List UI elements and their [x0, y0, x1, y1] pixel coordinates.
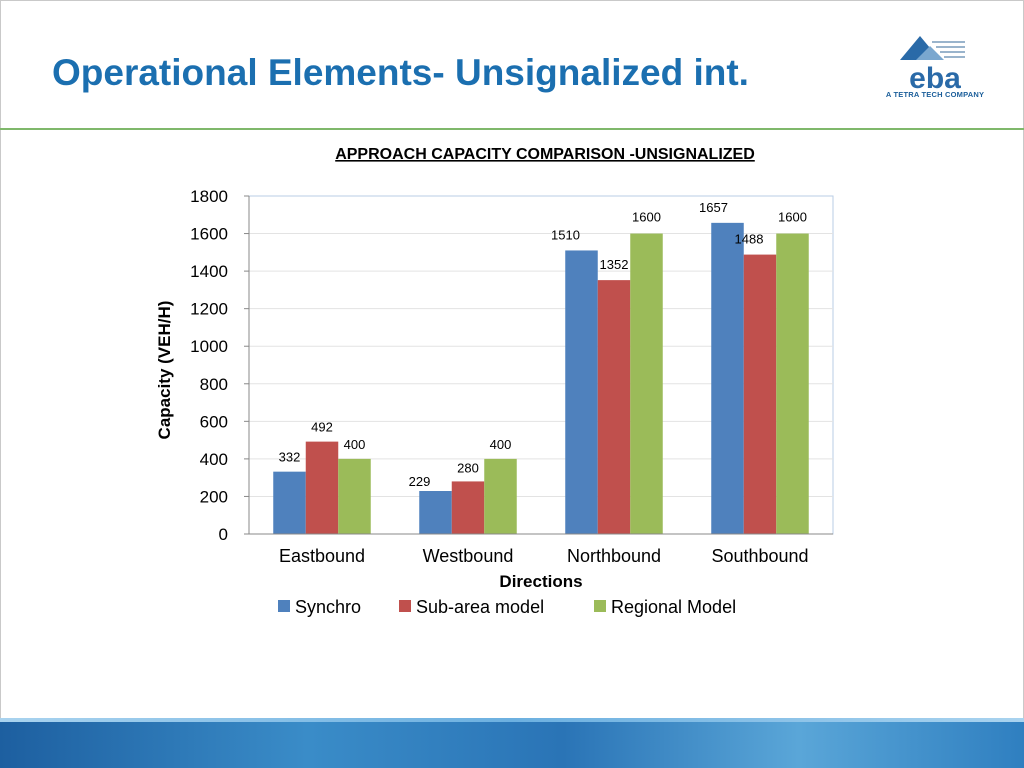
legend-swatch — [594, 600, 606, 612]
logo-tagline: A TETRA TECH COMPANY — [885, 90, 985, 99]
x-axis: Eastbound Westbound Northbound Southbound — [249, 533, 833, 566]
bar-westbound-synchro — [419, 490, 452, 534]
y-tick-label: 800 — [200, 375, 228, 394]
chart-legend: Synchro Sub-area model Regional Model — [278, 597, 736, 617]
data-labels: 332 492 400 229 280 400 1510 1352 1600 1657 1488 16… — [279, 200, 807, 489]
legend-item-synchro: Synchro — [278, 597, 361, 617]
slide-title: Operational Elements- Unsignalized int. — [52, 52, 749, 93]
x-tick-label: Eastbound — [279, 546, 365, 566]
footer-highlight — [0, 718, 1024, 723]
chart-title: APPROACH CAPACITY COMPARISON -UNSIGNALIZ… — [335, 146, 755, 163]
data-label: 332 — [279, 450, 301, 465]
bar-westbound-regional-model — [484, 458, 517, 534]
legend-item-sub-area-model: Sub-area model — [399, 597, 544, 617]
y-axis: 0 200 400 600 800 1000 1200 1400 1600 1800 — [190, 187, 250, 544]
data-label: 1352 — [600, 257, 629, 272]
x-tick-label: Northbound — [567, 546, 661, 566]
bar-northbound-regional-model — [630, 233, 663, 535]
footer-banner — [0, 722, 1024, 768]
bar-eastbound-sub-area-model — [305, 441, 339, 534]
bar-southbound-sub-area-model — [743, 254, 777, 534]
x-tick-label: Westbound — [423, 546, 514, 566]
bar-southbound-regional-model — [776, 233, 809, 535]
logo-wordmark: eba — [909, 62, 961, 92]
legend-swatch — [278, 600, 290, 612]
legend-label: Regional Model — [611, 597, 736, 617]
data-label: 1600 — [778, 210, 807, 225]
bar-eastbound-regional-model — [338, 458, 371, 534]
mountain-logo-icon: eba — [900, 36, 965, 95]
header-divider — [0, 128, 1024, 130]
legend-label: Sub-area model — [416, 597, 544, 617]
data-label: 400 — [490, 437, 512, 452]
bar-northbound-synchro — [565, 250, 598, 534]
eba-logo: eba A TETRA TECH COMPANY — [870, 32, 1000, 104]
data-label: 229 — [409, 474, 431, 489]
y-tick-label: 1400 — [190, 262, 228, 281]
bar-northbound-sub-area-model — [597, 280, 631, 534]
bar-eastbound-synchro — [273, 471, 306, 534]
data-label: 400 — [344, 437, 366, 452]
data-label: 492 — [311, 420, 333, 435]
y-tick-label: 1600 — [190, 225, 228, 244]
y-tick-label: 1000 — [190, 337, 228, 356]
bar-southbound-synchro — [711, 222, 744, 534]
bar-westbound-sub-area-model — [451, 481, 485, 534]
y-tick-label: 400 — [200, 450, 228, 469]
x-axis-title: Directions — [499, 572, 582, 591]
y-tick-label: 0 — [219, 525, 228, 544]
legend-item-regional-model: Regional Model — [594, 597, 736, 617]
legend-swatch — [399, 600, 411, 612]
legend-label: Synchro — [295, 597, 361, 617]
y-tick-label: 1800 — [190, 187, 228, 206]
data-label: 1488 — [735, 232, 764, 247]
data-label: 1510 — [551, 227, 580, 242]
y-tick-label: 1200 — [190, 300, 228, 319]
y-tick-label: 200 — [200, 487, 228, 506]
data-label: 280 — [457, 460, 479, 475]
data-label: 1657 — [699, 200, 728, 215]
data-label: 1600 — [632, 210, 661, 225]
chart-bars — [273, 222, 809, 535]
y-tick-label: 600 — [200, 412, 228, 431]
x-tick-label: Southbound — [711, 546, 808, 566]
y-axis-title: Capacity (VEH/H) — [155, 301, 174, 440]
